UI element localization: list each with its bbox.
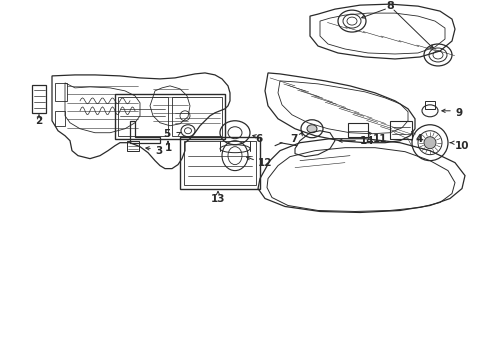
Text: 4: 4 [415, 134, 422, 144]
Bar [55, 111, 65, 126]
Text: 13: 13 [211, 194, 225, 203]
Ellipse shape [307, 125, 317, 133]
Text: 14: 14 [360, 136, 375, 146]
Text: 11: 11 [373, 134, 388, 144]
Bar [184, 141, 256, 185]
Text: 9: 9 [455, 108, 462, 118]
Bar [32, 85, 46, 113]
Circle shape [424, 137, 436, 149]
Text: 5: 5 [163, 129, 170, 139]
Text: 12: 12 [258, 158, 272, 168]
Text: 7: 7 [291, 134, 298, 144]
Bar [55, 83, 67, 101]
Text: 1: 1 [164, 143, 171, 153]
Text: 10: 10 [455, 141, 469, 151]
Bar [390, 121, 412, 139]
Text: 2: 2 [35, 116, 43, 126]
Text: 6: 6 [255, 134, 262, 144]
Bar [118, 97, 168, 136]
Text: 3: 3 [155, 146, 162, 156]
Bar [425, 101, 435, 109]
Bar [115, 94, 225, 139]
Bar [127, 141, 139, 151]
Bar [180, 137, 260, 189]
Bar [348, 123, 368, 137]
Text: 8: 8 [386, 1, 394, 11]
Bar [172, 97, 222, 136]
